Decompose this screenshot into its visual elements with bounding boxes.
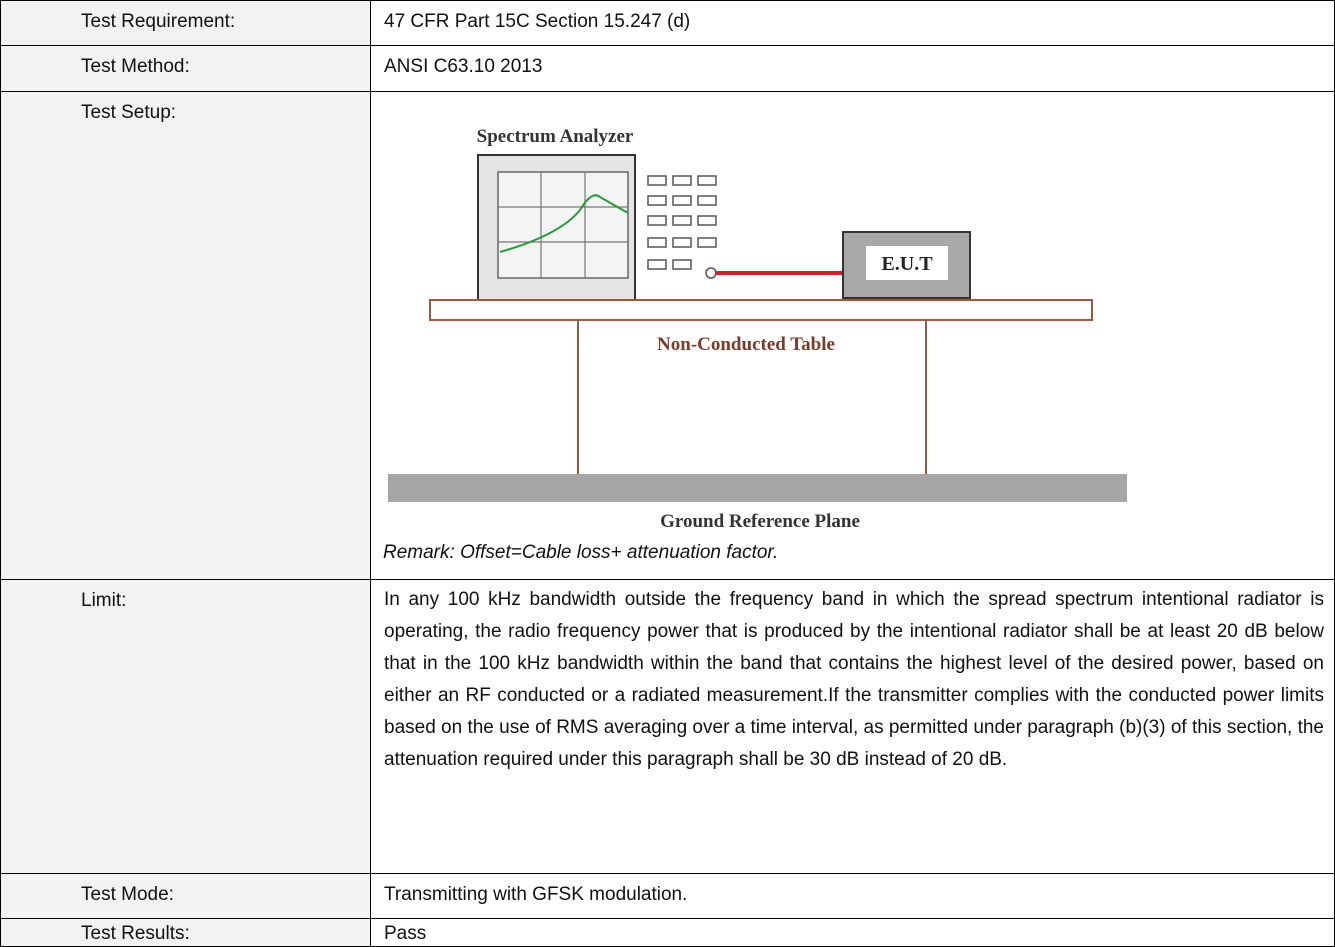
label: Test Setup: <box>0 91 371 580</box>
value: Pass <box>370 918 1335 947</box>
label: Test Mode: <box>0 873 371 919</box>
label: Test Method: <box>0 45 371 92</box>
setup-cell <box>370 91 1335 580</box>
label: Test Results: <box>0 918 371 947</box>
row: Test Mode: Transmitting with GFSK modulat… <box>0 873 1335 919</box>
row: Limit: In any 100 kHz bandwidth outside t… <box>0 579 1335 874</box>
row: Test Requirement: 47 CFR Part 15C Section… <box>0 0 1335 46</box>
row: Test Results: Pass <box>0 918 1335 947</box>
label: Limit: <box>0 579 371 874</box>
value: ANSI C63.10 2013 <box>370 45 1335 92</box>
value: Transmitting with GFSK modulation. <box>370 873 1335 919</box>
row: Test Method: ANSI C63.10 2013 <box>0 45 1335 92</box>
value: 47 CFR Part 15C Section 15.247 (d) <box>370 0 1335 46</box>
label: Test Requirement: <box>0 0 371 46</box>
remark: Remark: Offset=Cable loss+ attenuation f… <box>383 542 779 563</box>
value: In any 100 kHz bandwidth outside the fre… <box>370 579 1335 874</box>
row: Test Setup: <box>0 91 1335 580</box>
